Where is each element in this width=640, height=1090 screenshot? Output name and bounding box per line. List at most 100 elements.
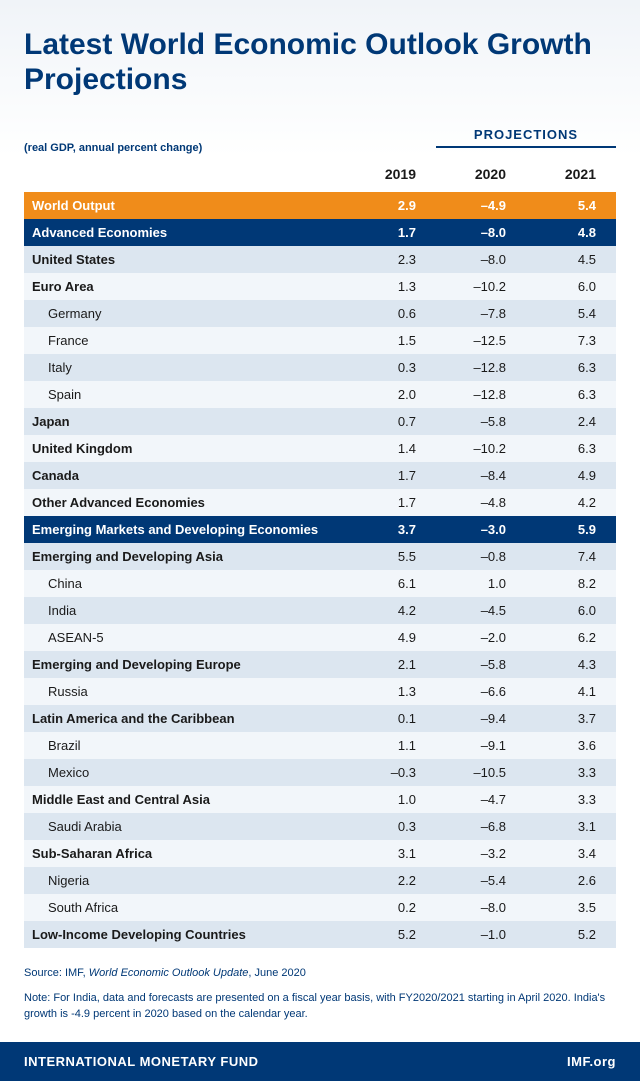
table-row: Euro Area1.3–10.26.0 — [24, 273, 616, 300]
table-row: Brazil1.1–9.13.6 — [24, 732, 616, 759]
row-val-2021: 6.3 — [526, 387, 616, 402]
row-name: United Kingdom — [24, 441, 346, 456]
row-val-2019: 3.7 — [346, 522, 436, 537]
row-val-2020: –9.1 — [436, 738, 526, 753]
row-name: Japan — [24, 414, 346, 429]
table-row: Emerging and Developing Europe2.1–5.84.3 — [24, 651, 616, 678]
table-row: Canada1.7–8.44.9 — [24, 462, 616, 489]
row-val-2019: 4.2 — [346, 603, 436, 618]
table-row: Germany0.6–7.85.4 — [24, 300, 616, 327]
document-container: Latest World Economic Outlook Growth Pro… — [0, 0, 640, 1042]
row-val-2020: –5.8 — [436, 657, 526, 672]
row-val-2021: 4.3 — [526, 657, 616, 672]
row-val-2021: 5.2 — [526, 927, 616, 942]
row-val-2020: –8.0 — [436, 252, 526, 267]
row-val-2020: –12.5 — [436, 333, 526, 348]
row-val-2020: –9.4 — [436, 711, 526, 726]
row-name: Low-Income Developing Countries — [24, 927, 346, 942]
table-row: Mexico–0.3–10.53.3 — [24, 759, 616, 786]
source-italic: World Economic Outlook Update — [89, 967, 249, 979]
source-prefix: Source: IMF, — [24, 967, 89, 979]
row-val-2019: –0.3 — [346, 765, 436, 780]
row-val-2019: 5.2 — [346, 927, 436, 942]
row-name: Russia — [24, 684, 346, 699]
row-val-2019: 0.2 — [346, 900, 436, 915]
row-val-2021: 6.3 — [526, 441, 616, 456]
row-val-2019: 1.3 — [346, 684, 436, 699]
row-val-2021: 6.0 — [526, 603, 616, 618]
row-val-2019: 1.0 — [346, 792, 436, 807]
row-val-2019: 2.9 — [346, 198, 436, 213]
row-name: Emerging and Developing Europe — [24, 657, 346, 672]
row-val-2020: –10.2 — [436, 441, 526, 456]
row-name: Canada — [24, 468, 346, 483]
table-row: Advanced Economies1.7–8.04.8 — [24, 219, 616, 246]
row-val-2021: 6.3 — [526, 360, 616, 375]
row-val-2020: –4.8 — [436, 495, 526, 510]
row-val-2021: 5.4 — [526, 306, 616, 321]
row-val-2021: 3.6 — [526, 738, 616, 753]
page-title: Latest World Economic Outlook Growth Pro… — [24, 28, 616, 97]
row-val-2021: 3.4 — [526, 846, 616, 861]
table-row: Saudi Arabia0.3–6.83.1 — [24, 813, 616, 840]
row-val-2019: 0.6 — [346, 306, 436, 321]
table-row: Emerging and Developing Asia5.5–0.87.4 — [24, 543, 616, 570]
row-name: Middle East and Central Asia — [24, 792, 346, 807]
row-val-2020: –1.0 — [436, 927, 526, 942]
footer-org: INTERNATIONAL MONETARY FUND — [24, 1054, 259, 1069]
row-val-2019: 1.5 — [346, 333, 436, 348]
row-val-2021: 4.9 — [526, 468, 616, 483]
row-val-2019: 1.3 — [346, 279, 436, 294]
row-name: Brazil — [24, 738, 346, 753]
row-val-2020: –12.8 — [436, 387, 526, 402]
table-row: World Output2.9–4.95.4 — [24, 192, 616, 219]
row-name: Other Advanced Economies — [24, 495, 346, 510]
row-val-2020: –8.0 — [436, 900, 526, 915]
row-val-2019: 0.3 — [346, 819, 436, 834]
projections-label: PROJECTIONS — [436, 127, 616, 148]
col-header-2020: 2020 — [436, 166, 526, 182]
table-row: Middle East and Central Asia1.0–4.73.3 — [24, 786, 616, 813]
row-val-2021: 5.9 — [526, 522, 616, 537]
row-val-2020: –10.2 — [436, 279, 526, 294]
row-val-2020: –3.2 — [436, 846, 526, 861]
footer-url: IMF.org — [567, 1054, 616, 1069]
note-text: Note: For India, data and forecasts are … — [24, 991, 616, 1042]
row-val-2019: 5.5 — [346, 549, 436, 564]
row-name: ASEAN-5 — [24, 630, 346, 645]
row-val-2019: 4.9 — [346, 630, 436, 645]
row-val-2020: –5.8 — [436, 414, 526, 429]
row-name: India — [24, 603, 346, 618]
row-val-2019: 1.1 — [346, 738, 436, 753]
table-row: ASEAN-54.9–2.06.2 — [24, 624, 616, 651]
row-val-2019: 1.7 — [346, 225, 436, 240]
table-row: South Africa0.2–8.03.5 — [24, 894, 616, 921]
col-header-2019: 2019 — [346, 166, 436, 182]
row-val-2019: 2.3 — [346, 252, 436, 267]
row-val-2021: 3.1 — [526, 819, 616, 834]
data-table: World Output2.9–4.95.4Advanced Economies… — [24, 192, 616, 948]
row-val-2020: –6.8 — [436, 819, 526, 834]
row-name: Spain — [24, 387, 346, 402]
table-row: Japan0.7–5.82.4 — [24, 408, 616, 435]
row-val-2019: 3.1 — [346, 846, 436, 861]
row-val-2021: 8.2 — [526, 576, 616, 591]
table-row: China6.11.08.2 — [24, 570, 616, 597]
row-name: United States — [24, 252, 346, 267]
row-name: Emerging Markets and Developing Economie… — [24, 522, 346, 537]
row-val-2021: 4.8 — [526, 225, 616, 240]
table-row: Sub-Saharan Africa3.1–3.23.4 — [24, 840, 616, 867]
row-name: Euro Area — [24, 279, 346, 294]
row-name: Emerging and Developing Asia — [24, 549, 346, 564]
row-name: Saudi Arabia — [24, 819, 346, 834]
row-name: Mexico — [24, 765, 346, 780]
table-row: India4.2–4.56.0 — [24, 597, 616, 624]
table-row: Italy0.3–12.86.3 — [24, 354, 616, 381]
col-header-2021: 2021 — [526, 166, 616, 182]
column-headers: 2019 2020 2021 — [24, 160, 616, 192]
row-val-2020: –8.0 — [436, 225, 526, 240]
table-row: Spain2.0–12.86.3 — [24, 381, 616, 408]
table-row: Latin America and the Caribbean0.1–9.43.… — [24, 705, 616, 732]
row-val-2019: 2.0 — [346, 387, 436, 402]
row-val-2019: 0.1 — [346, 711, 436, 726]
